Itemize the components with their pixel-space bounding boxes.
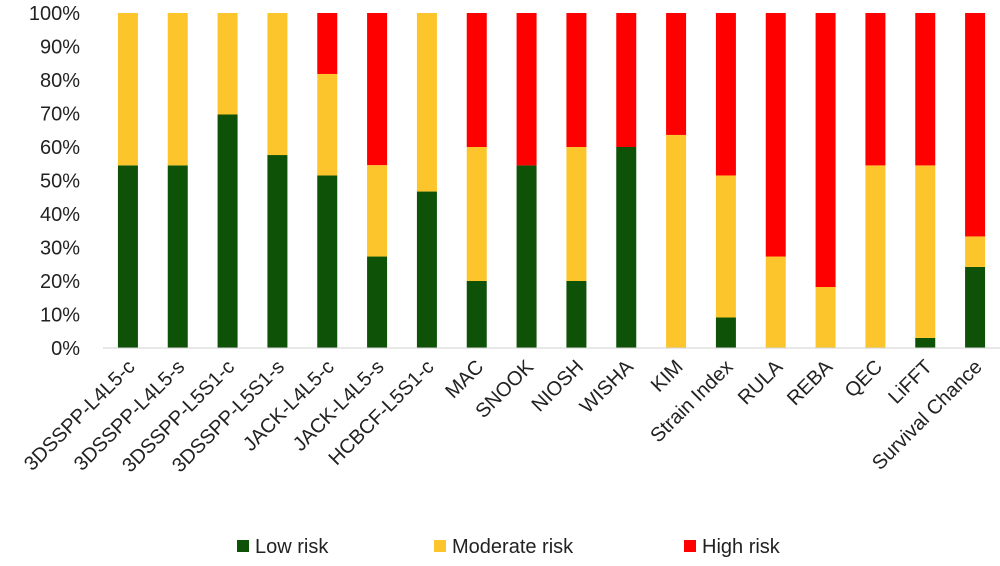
bar-segment [367, 256, 388, 348]
legend-label: High risk [702, 536, 781, 558]
bar-segment [117, 13, 138, 166]
x-category-label: KIM [647, 356, 688, 397]
bar-segment [167, 13, 188, 166]
y-tick-label: 40% [40, 204, 80, 226]
bar-segment [715, 317, 736, 348]
bar-segment [715, 13, 736, 176]
bar-segment [965, 266, 986, 348]
bar-segment [666, 134, 687, 348]
legend-swatch [684, 540, 696, 552]
bar-segment [466, 147, 487, 281]
bars [117, 13, 986, 348]
y-axis-ticks: 0% 10% 20% 30% 40% 50% 60% 70% 80% 90% 100% [29, 3, 80, 360]
legend-label: Low risk [255, 536, 329, 558]
bar-segment [566, 13, 587, 147]
bar-segment [915, 337, 936, 348]
bar-segment [865, 165, 886, 348]
bar-segment [715, 175, 736, 318]
bar-segment [815, 287, 836, 348]
bar-segment [167, 165, 188, 348]
y-tick-label: 80% [40, 70, 80, 92]
bar-segment [217, 114, 238, 348]
x-category-label: QEC [841, 356, 887, 402]
y-tick-label: 50% [40, 171, 80, 193]
bar-segment [566, 147, 587, 281]
bar-segment [666, 13, 687, 135]
bar-segment [217, 13, 238, 115]
bar-segment [267, 155, 288, 348]
bar-segment [367, 13, 388, 166]
bar-segment [416, 13, 437, 192]
bar-segment [367, 165, 388, 257]
x-category-label: NIOSH [528, 356, 588, 416]
y-tick-label: 60% [40, 137, 80, 159]
bar-segment [416, 191, 437, 348]
y-tick-label: 70% [40, 104, 80, 126]
y-tick-label: 90% [40, 37, 80, 59]
bar-segment [566, 281, 587, 348]
bar-segment [765, 256, 786, 348]
bar-segment [765, 13, 786, 257]
bar-segment [965, 236, 986, 267]
bar-segment [616, 147, 637, 348]
y-tick-label: 10% [40, 305, 80, 327]
bar-segment [516, 165, 537, 348]
y-tick-label: 20% [40, 271, 80, 293]
y-tick-label: 100% [29, 3, 80, 25]
bar-segment [466, 281, 487, 348]
bar-segment [815, 13, 836, 288]
y-tick-label: 0% [51, 338, 80, 360]
bar-segment [317, 13, 338, 74]
bar-segment [865, 13, 886, 166]
x-category-label: WISHA [576, 356, 638, 418]
x-category-label: RULA [734, 356, 788, 410]
bar-segment [915, 165, 936, 338]
bar-segment [466, 13, 487, 147]
bar-segment [317, 73, 338, 176]
legend: Low risk Moderate risk High risk [237, 536, 781, 558]
bar-segment [267, 13, 288, 156]
bar-segment [616, 13, 637, 147]
y-tick-label: 30% [40, 238, 80, 260]
x-category-label: REBA [783, 356, 838, 411]
bar-segment [516, 13, 537, 166]
legend-swatch [237, 540, 249, 552]
bar-segment [117, 165, 138, 348]
legend-swatch [434, 540, 446, 552]
legend-label: Moderate risk [452, 536, 574, 558]
x-axis-labels: 3DSSPP-L4L5-c3DSSPP-L4L5-s3DSSPP-L5S1-c3… [20, 356, 986, 477]
bar-segment [915, 13, 936, 166]
bar-segment [317, 175, 338, 348]
bar-segment [965, 13, 986, 237]
